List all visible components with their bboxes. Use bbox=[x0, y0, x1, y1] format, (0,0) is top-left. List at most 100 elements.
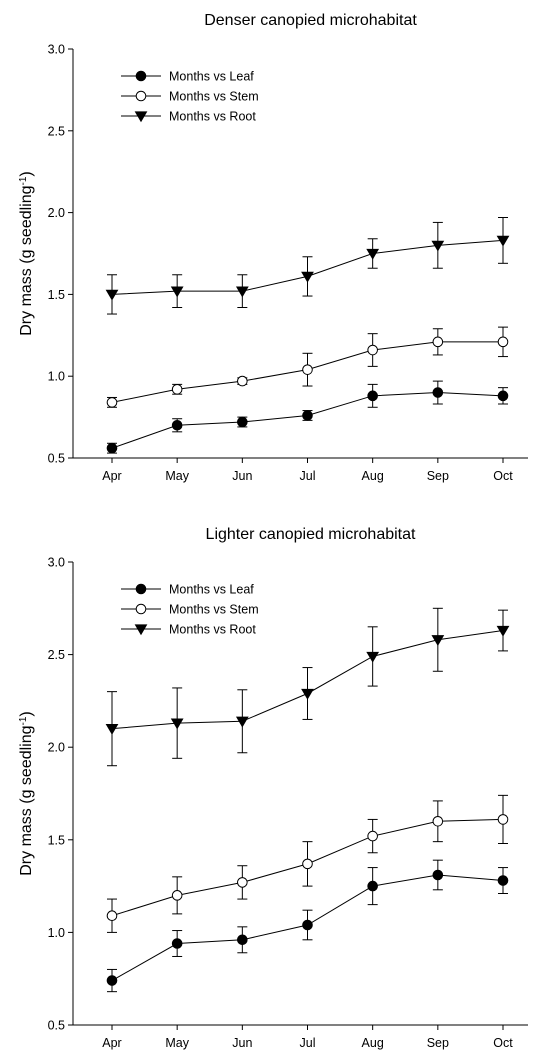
data-point bbox=[170, 286, 184, 298]
series-filled-triangle-down bbox=[105, 217, 510, 315]
y-tick-label: 2.5 bbox=[48, 648, 65, 662]
data-point bbox=[170, 718, 184, 730]
y-axis-label-close: ) bbox=[18, 171, 35, 176]
data-point bbox=[105, 724, 119, 735]
y-axis-label-superscript: -1 bbox=[18, 716, 29, 725]
x-tick-label: Apr bbox=[102, 469, 121, 483]
data-point bbox=[302, 410, 313, 421]
data-point bbox=[301, 688, 314, 700]
chart-title: Lighter canopied microhabitat bbox=[206, 526, 416, 543]
legend-label: Months vs Root bbox=[169, 110, 256, 124]
y-tick-label: 0.5 bbox=[48, 1019, 65, 1033]
data-point bbox=[497, 875, 509, 886]
legend-label: Months vs Stem bbox=[169, 603, 259, 617]
x-tick-label: Jun bbox=[232, 1036, 252, 1050]
data-point bbox=[497, 390, 509, 402]
data-point bbox=[237, 877, 248, 888]
legend-label: Months vs Leaf bbox=[169, 70, 254, 84]
data-point bbox=[497, 336, 509, 348]
data-point bbox=[432, 815, 444, 827]
series-open-circle bbox=[106, 326, 509, 408]
series-filled-circle bbox=[106, 859, 509, 993]
data-point bbox=[171, 890, 183, 901]
chart-panel-1: Denser canopied microhabitat 0.5 1.0 1.5 2.0… bbox=[18, 12, 528, 483]
y-tick-label: 1.5 bbox=[48, 833, 65, 847]
x-tick-label: Jun bbox=[232, 469, 252, 483]
legend-marker bbox=[135, 583, 147, 595]
legend-marker bbox=[135, 70, 147, 82]
y-axis-label-superscript: -1 bbox=[18, 176, 29, 185]
data-point bbox=[366, 248, 380, 260]
chart-title: Denser canopied microhabitat bbox=[204, 12, 417, 29]
x-tick-label: May bbox=[165, 469, 189, 483]
data-point bbox=[302, 858, 313, 870]
data-point bbox=[302, 364, 313, 375]
y-tick-label: 3.0 bbox=[48, 556, 65, 570]
legend-marker bbox=[135, 603, 147, 615]
y-tick-label: 3.0 bbox=[48, 43, 65, 57]
data-point bbox=[432, 336, 444, 348]
y-tick-label: 1.0 bbox=[48, 926, 65, 940]
legend-marker bbox=[134, 111, 148, 123]
series-filled-triangle-down bbox=[105, 607, 510, 767]
data-point bbox=[496, 625, 510, 637]
y-axis-label-main: Dry mass (g seedling bbox=[18, 725, 35, 875]
data-point bbox=[367, 830, 378, 842]
data-point bbox=[432, 869, 444, 881]
x-tick-label: May bbox=[165, 1036, 189, 1050]
data-point bbox=[367, 344, 378, 356]
legend-marker bbox=[134, 624, 148, 636]
data-point bbox=[106, 910, 118, 922]
x-tick-label: Aug bbox=[362, 1036, 384, 1050]
data-point bbox=[366, 651, 380, 663]
data-point bbox=[432, 387, 444, 398]
x-tick-label: Oct bbox=[493, 1036, 513, 1050]
data-point bbox=[302, 919, 313, 931]
data-point bbox=[171, 938, 183, 949]
y-tick-label: 1.0 bbox=[48, 370, 65, 384]
data-point bbox=[367, 880, 378, 892]
y-axis-label-close: ) bbox=[18, 711, 35, 716]
y-tick-label: 2.5 bbox=[48, 124, 65, 138]
y-tick-label: 2.0 bbox=[48, 741, 65, 755]
chart-panel-2: Lighter canopied microhabitat 0.5 1.0 1.5 2.… bbox=[18, 526, 528, 1050]
data-point bbox=[106, 975, 118, 986]
data-point bbox=[106, 442, 118, 454]
data-point bbox=[431, 240, 445, 252]
data-point bbox=[171, 419, 183, 431]
y-tick-label: 0.5 bbox=[48, 452, 65, 466]
x-tick-label: Aug bbox=[362, 469, 384, 483]
x-tick-label: Sep bbox=[427, 1036, 449, 1050]
data-point bbox=[367, 390, 378, 402]
legend-marker bbox=[135, 90, 147, 102]
x-tick-label: Jul bbox=[300, 1036, 316, 1050]
data-point bbox=[497, 814, 509, 825]
legend-label: Months vs Root bbox=[169, 623, 256, 637]
y-tick-label: 1.5 bbox=[48, 288, 65, 302]
data-point bbox=[237, 934, 248, 946]
legend: Months vs Leaf Months vs Stem Months vs Ro… bbox=[121, 583, 259, 637]
data-point bbox=[171, 383, 183, 395]
data-point bbox=[301, 271, 314, 283]
data-point bbox=[496, 235, 510, 247]
y-axis-label: Dry mass (g seedling-1) bbox=[18, 711, 36, 876]
legend: Months vs Leaf Months vs Stem Months vs Ro… bbox=[121, 70, 259, 124]
series-filled-circle bbox=[106, 380, 509, 454]
y-axis-label-main: Dry mass (g seedling bbox=[18, 185, 35, 335]
data-point bbox=[235, 286, 249, 298]
data-point bbox=[106, 397, 118, 408]
data-point bbox=[105, 289, 119, 301]
x-tick-label: Oct bbox=[493, 469, 513, 483]
data-point bbox=[237, 416, 248, 428]
legend-label: Months vs Leaf bbox=[169, 583, 254, 597]
y-tick-label: 2.0 bbox=[48, 206, 65, 220]
x-tick-label: Sep bbox=[427, 469, 449, 483]
x-tick-label: Jul bbox=[300, 469, 316, 483]
y-axis-label: Dry mass (g seedling-1) bbox=[18, 171, 36, 336]
series-open-circle bbox=[106, 794, 509, 933]
data-point bbox=[431, 635, 445, 646]
legend-label: Months vs Stem bbox=[169, 90, 259, 104]
data-point bbox=[237, 375, 248, 387]
data-point bbox=[235, 716, 249, 728]
x-tick-label: Apr bbox=[102, 1036, 121, 1050]
